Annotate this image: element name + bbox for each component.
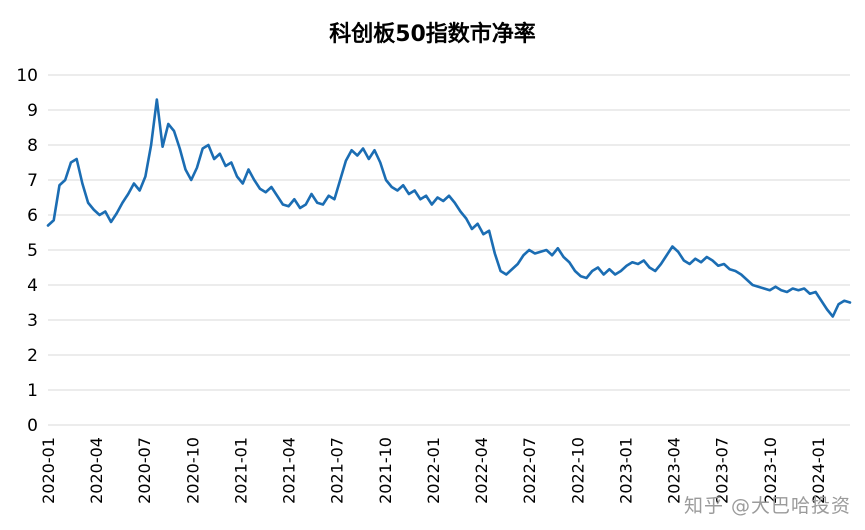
y-tick-label: 7 <box>27 171 38 191</box>
x-tick-label: 2022-10 <box>568 437 587 504</box>
x-tick-label: 2020-10 <box>183 437 202 504</box>
y-tick-label: 1 <box>27 381 38 401</box>
y-tick-label: 9 <box>27 101 38 121</box>
pb-ratio-series-line <box>46 98 852 318</box>
x-tick-label: 2021-10 <box>376 437 395 504</box>
y-tick-label: 5 <box>27 241 38 261</box>
chart-title: 科创板50指数市净率 <box>329 22 536 47</box>
x-tick-label: 2022-04 <box>472 437 491 504</box>
x-tick-label: 2024-01 <box>809 437 828 504</box>
x-tick-label: 2023-01 <box>616 437 635 504</box>
x-tick-label: 2020-07 <box>135 437 154 504</box>
y-tick-label: 3 <box>27 311 38 331</box>
y-tick-label: 4 <box>27 276 38 296</box>
x-tick-label: 2023-04 <box>665 437 684 504</box>
watermark: 知乎 @大巴哈投资 <box>683 495 851 517</box>
x-tick-label: 2021-07 <box>328 437 347 504</box>
x-tick-label: 2022-01 <box>424 437 443 504</box>
x-tick-label: 2023-07 <box>713 437 732 504</box>
y-tick-label: 8 <box>27 136 38 156</box>
y-tick-label: 0 <box>27 416 38 436</box>
x-tick-label: 2020-01 <box>39 437 58 504</box>
x-tick-label: 2021-04 <box>280 437 299 504</box>
x-tick-label: 2020-04 <box>87 437 106 504</box>
y-tick-label: 6 <box>27 206 38 226</box>
x-tick-label: 2021-01 <box>231 437 250 504</box>
y-tick-label: 2 <box>27 346 38 366</box>
y-tick-label: 10 <box>16 66 38 86</box>
x-tick-label: 2023-10 <box>761 437 780 504</box>
x-tick-label: 2022-07 <box>520 437 539 504</box>
